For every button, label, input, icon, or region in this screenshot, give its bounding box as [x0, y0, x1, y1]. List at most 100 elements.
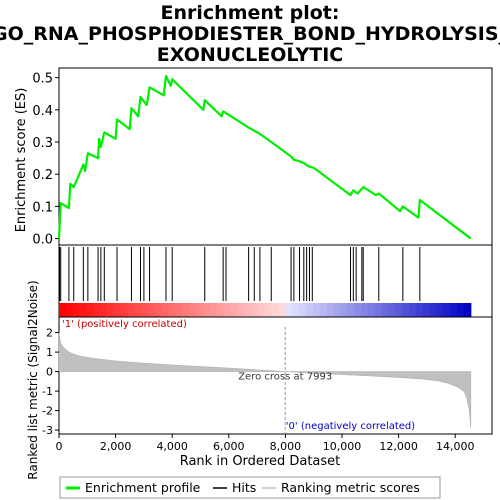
- rank-color-segment: [168, 303, 177, 317]
- rank-color-segment: [175, 303, 184, 317]
- x-tick-label: 8,000: [270, 440, 302, 453]
- legend-label-hits: Hits: [232, 480, 256, 495]
- rank-color-segment: [161, 303, 170, 317]
- rank-color-segment: [223, 303, 232, 317]
- rank-color-segment: [216, 303, 225, 317]
- rank-color-segment: [436, 303, 444, 317]
- rank-color-segment: [374, 303, 383, 317]
- chart-title-line-3: EXONUCLEOLYTIC: [157, 44, 344, 66]
- rank-color-segment: [155, 303, 163, 317]
- rank-color-segment: [65, 303, 74, 317]
- x-tick-label: 2,000: [100, 440, 132, 453]
- rank-color-segment: [189, 303, 197, 317]
- rank-color-segment: [237, 303, 245, 317]
- legend: Enrichment profile Hits Ranking metric s…: [59, 476, 441, 499]
- rank-color-segment: [271, 303, 280, 317]
- x-tick-label: 6,000: [213, 440, 245, 453]
- rank-color-segment: [127, 303, 136, 317]
- rank-color-segment: [93, 303, 101, 317]
- rank-color-segment: [395, 303, 403, 317]
- es-ytick-label: 0.5: [32, 72, 53, 87]
- rank-color-segment: [196, 303, 204, 317]
- metric-ytick-label: 2: [46, 327, 53, 340]
- metric-ytick-label: 1: [46, 346, 53, 359]
- rank-color-segment: [134, 303, 142, 317]
- x-tick-label: 12,000: [379, 440, 418, 453]
- rank-color-segment: [59, 303, 67, 317]
- es-ytick-label: 0.1: [32, 200, 53, 215]
- negative-correlation-label: '0' (negatively correlated): [286, 421, 415, 432]
- metric-ytick-label: -3: [42, 424, 53, 437]
- rank-color-segment: [306, 303, 314, 317]
- rank-color-segment: [457, 303, 465, 317]
- x-tick-label: 4,000: [156, 440, 188, 453]
- metric-area: [58, 332, 472, 429]
- legend-box: [59, 476, 441, 499]
- rank-color-segment: [429, 303, 438, 317]
- rank-color-segment: [409, 303, 417, 317]
- rank-color-segment: [340, 303, 348, 317]
- rank-color-segment: [443, 303, 451, 317]
- rank-color-segment: [244, 303, 252, 317]
- es-axis-label: Enrichment score (ES): [14, 88, 29, 233]
- es-ytick-label: 0.2: [32, 168, 53, 183]
- rank-color-segment: [367, 303, 376, 317]
- rank-color-segment: [141, 303, 149, 317]
- es-ytick-label: 0.0: [32, 233, 53, 248]
- rank-color-segment: [203, 303, 211, 317]
- x-tick-label: 14,000: [436, 440, 475, 453]
- rank-color-segment: [463, 303, 472, 317]
- metric-ytick-label: 0: [46, 366, 53, 379]
- rank-color-segment: [79, 303, 88, 317]
- rank-color-segment: [258, 303, 266, 317]
- rank-color-segment: [100, 303, 108, 317]
- enrichment-profile-line: [57, 74, 472, 240]
- rank-color-segment: [113, 303, 122, 317]
- es-panel: 0.0 0.1 0.2 0.3 0.4 0.5: [32, 67, 493, 248]
- rank-color-segment: [415, 303, 424, 317]
- chart-title-line-2: GO_RNA_PHOSPHODIESTER_BOND_HYDROLYSIS_: [0, 23, 500, 45]
- rank-color-segment: [347, 303, 355, 317]
- es-ytick-label: 0.3: [32, 136, 53, 151]
- rank-color-segment: [148, 303, 156, 317]
- rank-color-segment: [209, 303, 218, 317]
- hits-panel: [58, 244, 493, 318]
- rank-color-segment: [264, 303, 273, 317]
- x-axis-label: Rank in Ordered Dataset: [180, 454, 341, 469]
- rank-color-segment: [107, 303, 115, 317]
- rank-color-segment: [278, 303, 287, 317]
- rank-color-segment: [312, 303, 321, 317]
- rank-color-segment: [388, 303, 396, 317]
- rank-color-segment: [381, 303, 390, 317]
- rank-color-segment: [333, 303, 341, 317]
- rank-color-segment: [422, 303, 431, 317]
- rank-color-segment: [86, 303, 94, 317]
- rank-color-segment: [72, 303, 81, 317]
- rank-color-segment: [230, 303, 239, 317]
- rank-color-segment: [326, 303, 335, 317]
- ranked-metric-panel: Zero cross at 7993 '1' (positively correl…: [42, 316, 493, 453]
- rank-color-segment: [120, 303, 129, 317]
- rank-color-segment: [182, 303, 190, 317]
- positive-correlation-label: '1' (positively correlated): [62, 319, 187, 330]
- x-tick-label: 0: [56, 440, 63, 453]
- es-plot-frame: [58, 67, 493, 246]
- metric-axis-label: Ranked list metric (Signal2Noise): [26, 280, 40, 479]
- zero-cross-label: Zero cross at 7993: [238, 372, 332, 383]
- rank-color-segment: [319, 303, 328, 317]
- rank-color-segment: [299, 303, 307, 317]
- rank-color-segment: [354, 303, 362, 317]
- chart-title-line-1: Enrichment plot:: [161, 2, 340, 24]
- legend-label-metric: Ranking metric scores: [281, 480, 420, 495]
- metric-ytick-label: -2: [42, 405, 53, 418]
- legend-label-enrichment: Enrichment profile: [85, 480, 201, 495]
- rank-color-segment: [450, 303, 458, 317]
- x-tick-label: 10,000: [323, 440, 362, 453]
- metric-ytick-label: -1: [42, 385, 53, 398]
- rank-color-segment: [285, 303, 293, 317]
- rank-color-segment: [251, 303, 259, 317]
- rank-color-segment: [360, 303, 369, 317]
- rank-color-segment: [402, 303, 410, 317]
- rank-color-segment: [292, 303, 300, 317]
